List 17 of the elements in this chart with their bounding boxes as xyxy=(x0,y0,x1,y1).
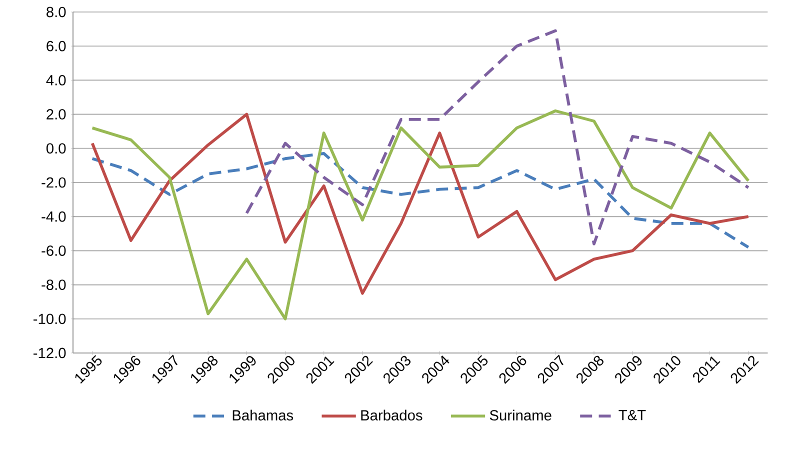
y-tick-label: -12.0 xyxy=(34,348,66,358)
y-tick-label: -10.0 xyxy=(34,314,66,324)
y-tick-label: -2.0 xyxy=(42,177,66,188)
y-tick-label: -8.0 xyxy=(42,280,66,290)
line-series xyxy=(245,29,750,246)
y-tick-label: 8.0 xyxy=(46,6,66,18)
legend-label: Bahamas xyxy=(232,410,294,421)
y-tick-label: -4.0 xyxy=(42,211,66,222)
y-tick-label: -6.0 xyxy=(42,246,66,256)
legend-label: T&T xyxy=(618,410,646,420)
y-tick-label: 4.0 xyxy=(46,75,66,86)
line-series xyxy=(90,152,750,249)
legend-label: Barbados xyxy=(361,410,422,421)
y-tick-label: 6.0 xyxy=(46,40,66,52)
legend-label: Suriname xyxy=(490,410,552,421)
y-tick-label: 2.0 xyxy=(46,109,66,120)
y-tick-label: 0.0 xyxy=(46,143,66,154)
